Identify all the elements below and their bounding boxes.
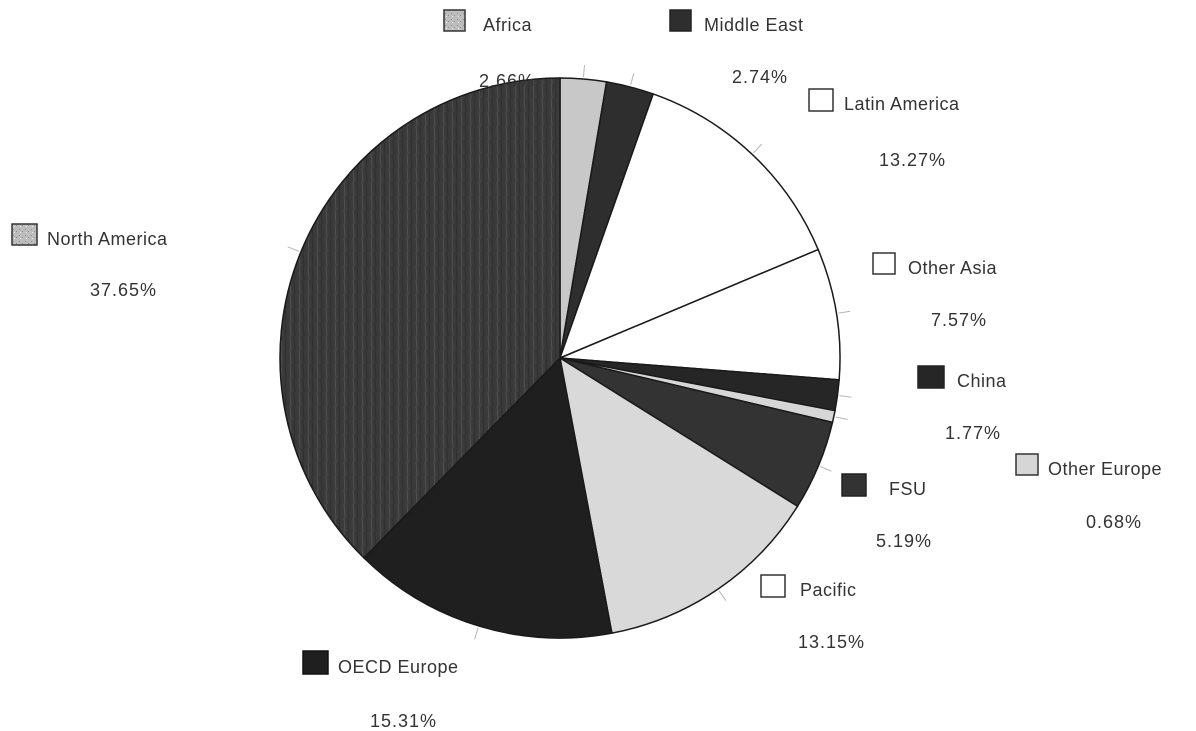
slice-latin-america <box>558 93 820 360</box>
legend-entry-oecd-europe: OECD Europe 15.31% <box>302 650 459 731</box>
legend-label-other-asia: Other Asia <box>908 258 998 278</box>
legend-label-pacific: Pacific <box>800 580 857 600</box>
legend-label-fsu: FSU <box>889 479 927 499</box>
leader-line-pacific <box>718 590 727 601</box>
legend-entry-pacific: Pacific 13.15% <box>760 574 865 652</box>
leader-line-africa <box>583 64 585 78</box>
legend-label-latin-america: Latin America <box>844 94 960 114</box>
pie-slices <box>279 77 841 639</box>
legend-label-other-europe: Other Europe <box>1048 459 1162 479</box>
data-label-middle-east: 2.74% <box>732 67 788 87</box>
legend-swatch-north-america <box>11 223 38 246</box>
legend-entry-china: China 1.77% <box>917 365 1007 443</box>
data-label-africa: 2.66% <box>479 71 535 91</box>
legend-swatch-other-asia <box>872 252 896 275</box>
leader-line-fsu <box>820 466 832 472</box>
data-label-pacific: 13.15% <box>798 632 865 652</box>
leader-line-north-america <box>287 246 300 252</box>
legend-label-north-america: North America <box>47 229 168 249</box>
legend-entry-other-europe: Other Europe 0.68% <box>1015 453 1162 532</box>
leader-line-china <box>839 395 852 398</box>
legend-label-china: China <box>957 371 1007 391</box>
legend-label-middle-east: Middle East <box>704 15 804 35</box>
legend-entry-fsu: FSU 5.19% <box>841 473 932 551</box>
slice-oecd-europe <box>362 356 613 639</box>
slice-north-america <box>279 77 561 559</box>
legend-label-africa: Africa <box>483 15 533 35</box>
slice-pacific <box>558 356 799 635</box>
legend-swatch-africa <box>443 9 466 32</box>
legend-entry-middle-east: Middle East 2.74% <box>669 9 804 87</box>
leader-lines <box>287 64 852 640</box>
data-label-oecd-europe: 15.31% <box>370 711 437 731</box>
legend-entry-other-asia: Other Asia 7.57% <box>872 252 998 330</box>
legend-entry-north-america: North America 37.65% <box>11 223 168 300</box>
data-label-latin-america: 13.27% <box>879 150 946 170</box>
legend-swatch-other-europe <box>1015 453 1039 476</box>
data-label-china: 1.77% <box>945 423 1001 443</box>
legend-entry-latin-america: Latin America 13.27% <box>808 88 960 170</box>
legend-swatch-latin-america <box>808 88 834 112</box>
leader-line-other-europe <box>835 416 848 420</box>
legend-swatch-pacific <box>760 574 786 598</box>
legend-swatch-oecd-europe <box>302 650 329 675</box>
data-label-fsu: 5.19% <box>876 531 932 551</box>
slice-other-asia <box>559 248 841 381</box>
leader-line-oecd-europe <box>474 627 479 640</box>
legend-swatch-fsu <box>841 473 867 497</box>
data-label-north-america: 37.65% <box>90 280 157 300</box>
legend-entry-africa: Africa 2.66% <box>443 9 535 91</box>
leader-line-other-asia <box>838 310 851 314</box>
leader-line-latin-america <box>753 143 763 154</box>
legend-swatch-china <box>917 365 945 389</box>
leader-line-middle-east <box>630 73 635 86</box>
legend-label-oecd-europe: OECD Europe <box>338 657 459 677</box>
legend-swatch-middle-east <box>669 9 692 32</box>
data-label-other-europe: 0.68% <box>1086 512 1142 532</box>
data-label-other-asia: 7.57% <box>931 310 987 330</box>
